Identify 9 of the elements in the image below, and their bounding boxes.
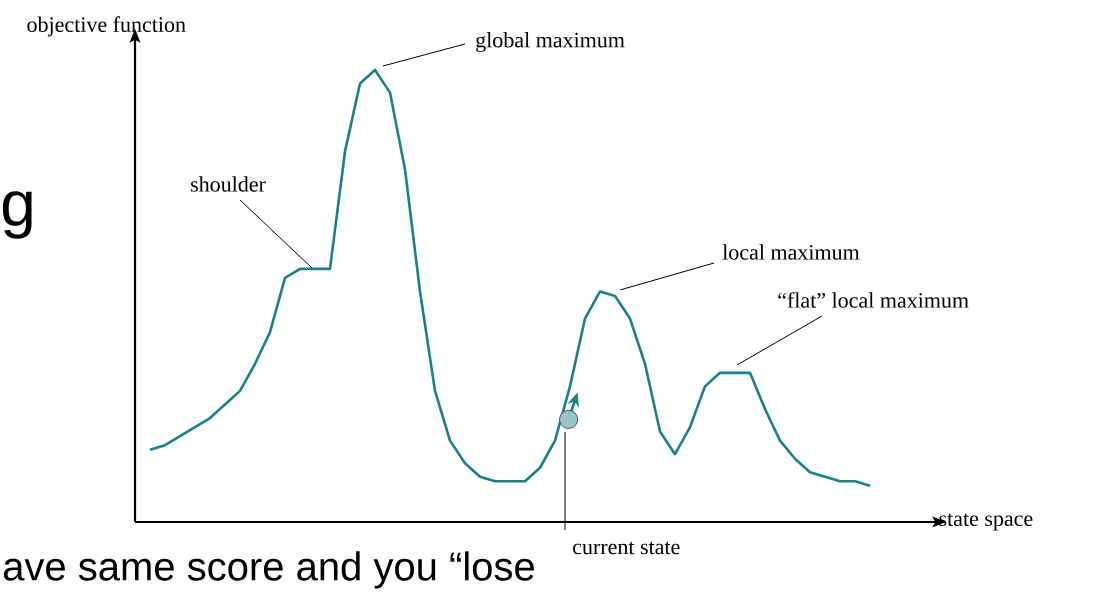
text: current state	[573, 541, 680, 555]
text: global maximum	[476, 31, 625, 52]
y-axis-title: objective function	[27, 16, 186, 37]
annotation: local maximum	[722, 244, 860, 260]
annotation: shoulder	[191, 176, 266, 192]
text: g	[2, 191, 32, 239]
annotation: “flat” local maximum	[778, 292, 969, 308]
text: ave same score and you “lose	[3, 551, 534, 589]
x-axis-title: state space	[939, 513, 1033, 531]
